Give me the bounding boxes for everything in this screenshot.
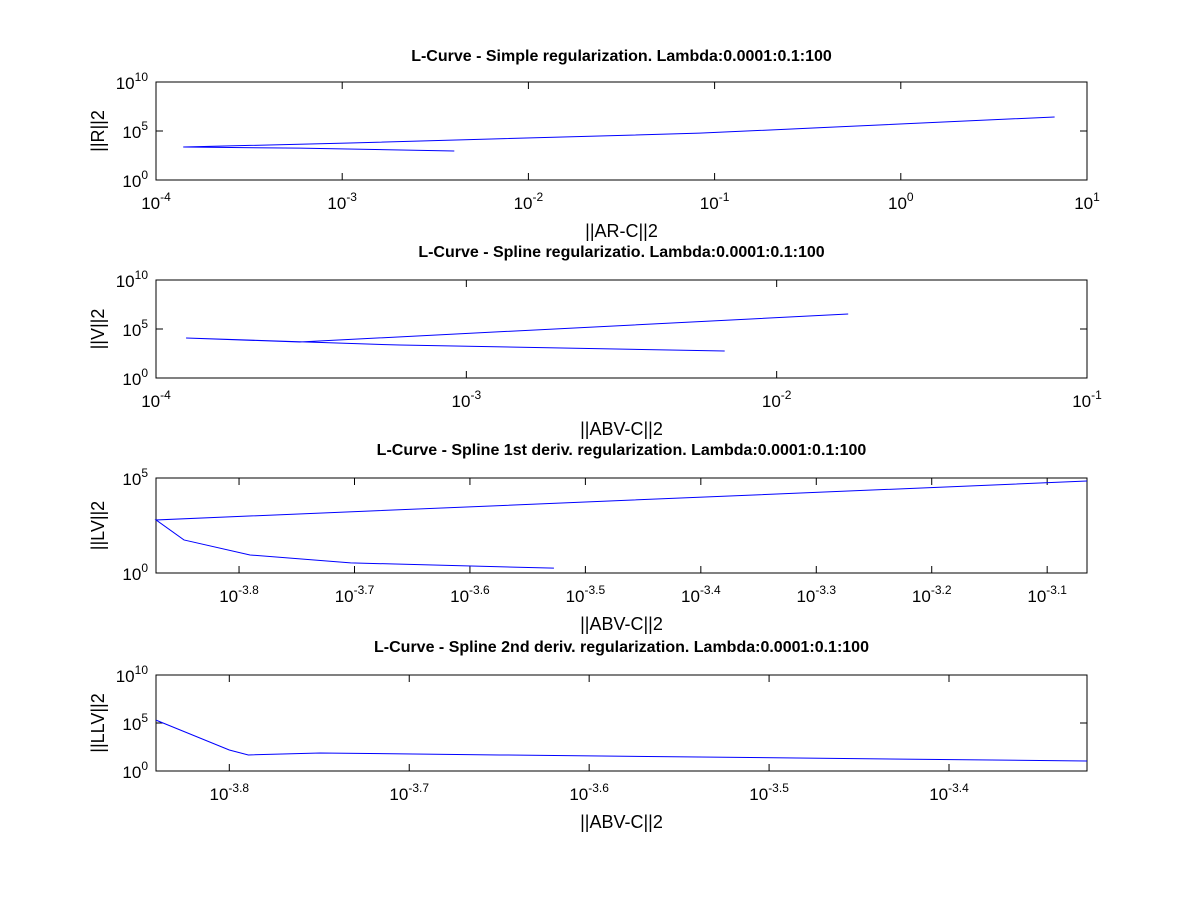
chart-title: L-Curve - Spline 2nd deriv. regularizati… xyxy=(374,639,869,656)
x-tick-label: 10-3.4 xyxy=(681,583,721,606)
x-tick-label: 10-3.8 xyxy=(209,781,249,804)
x-tick-label: 10-3.6 xyxy=(569,781,609,804)
x-tick-label: 10-1 xyxy=(700,190,730,213)
y-tick-label: 105 xyxy=(122,711,148,734)
y-tick-label: 100 xyxy=(122,168,148,191)
y-axis-label: ||LLV||2 xyxy=(88,693,108,752)
x-tick-label: 10-3.5 xyxy=(749,781,789,804)
axes-box xyxy=(155,81,1088,181)
x-tick-label: 10-3 xyxy=(327,190,357,213)
x-tick-label: 10-3.7 xyxy=(335,583,375,606)
data-line xyxy=(154,480,1088,569)
x-tick-label: 10-3.8 xyxy=(219,583,259,606)
x-tick-label: 10-2 xyxy=(514,190,544,213)
x-tick-label: 101 xyxy=(1074,190,1100,213)
x-axis-label: ||AR-C||2 xyxy=(585,221,658,241)
x-axis-label: ||ABV-C||2 xyxy=(580,812,663,832)
y-tick-label: 100 xyxy=(122,561,148,584)
x-tick-label: 10-3.2 xyxy=(912,583,952,606)
y-tick-label: 1010 xyxy=(116,268,149,291)
y-tick-label: 1010 xyxy=(116,70,149,93)
axes-box xyxy=(155,279,1088,379)
y-axis-label: ||V||2 xyxy=(88,309,108,350)
x-tick-label: 10-1 xyxy=(1072,388,1102,411)
y-tick-label: 105 xyxy=(122,466,148,489)
x-axis-label: ||ABV-C||2 xyxy=(580,614,663,634)
x-tick-label: 10-3.1 xyxy=(1027,583,1067,606)
y-axis-label: ||R||2 xyxy=(88,110,108,152)
y-axis-label: ||LV||2 xyxy=(88,501,108,550)
y-tick-label: 100 xyxy=(122,759,148,782)
y-tick-label: 1010 xyxy=(116,663,149,686)
x-tick-label: 10-2 xyxy=(762,388,792,411)
x-tick-label: 10-3 xyxy=(452,388,482,411)
data-line xyxy=(186,313,849,352)
x-tick-label: 100 xyxy=(888,190,914,213)
x-tick-label: 10-3.7 xyxy=(389,781,429,804)
chart-title: L-Curve - Spline 1st deriv. regularizati… xyxy=(377,442,867,459)
axes-box xyxy=(155,674,1088,772)
data-line xyxy=(155,719,1088,762)
y-tick-label: 105 xyxy=(122,317,148,340)
x-tick-label: 10-3.3 xyxy=(796,583,836,606)
data-line xyxy=(183,116,1055,152)
x-axis-label: ||ABV-C||2 xyxy=(580,419,663,439)
y-tick-label: 105 xyxy=(122,119,148,142)
chart-title: L-Curve - Simple regularization. Lambda:… xyxy=(411,48,832,65)
chart-title: L-Curve - Spline regularizatio. Lambda:0… xyxy=(418,244,824,261)
x-tick-label: 10-3.5 xyxy=(566,583,606,606)
x-tick-label: 10-3.4 xyxy=(929,781,969,804)
x-tick-label: 10-4 xyxy=(141,190,171,213)
x-tick-label: 10-3.6 xyxy=(450,583,490,606)
axes-box xyxy=(155,477,1088,574)
x-tick-label: 10-4 xyxy=(141,388,171,411)
y-tick-label: 100 xyxy=(122,366,148,389)
